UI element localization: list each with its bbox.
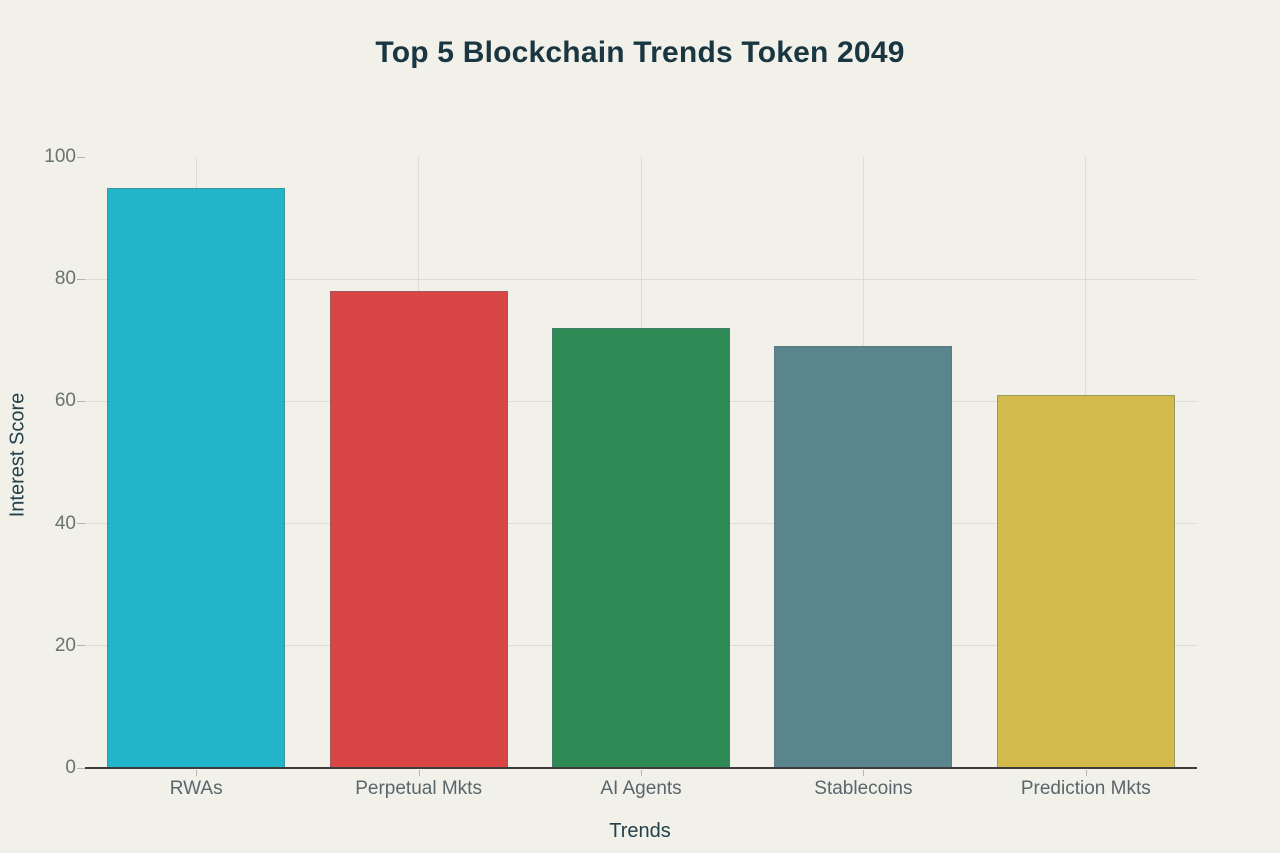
y-axis-tick-mark xyxy=(77,400,85,402)
x-axis-tick-mark xyxy=(418,770,420,776)
x-axis-tick-mark xyxy=(641,770,642,776)
bar-stablecoins xyxy=(774,346,953,768)
x-axis-tick-mark xyxy=(1085,770,1087,776)
x-axis-tick-mark xyxy=(196,770,198,776)
y-axis-tick-mark xyxy=(77,645,85,647)
x-tick-label-rwas: RWAs xyxy=(169,778,223,799)
y-tick-label-40: 40 xyxy=(54,512,76,534)
x-tick-label-prediction-mkts: Prediction Mkts xyxy=(1020,778,1151,799)
y-tick-label-0: 0 xyxy=(65,757,76,778)
y-axis-tick-mark xyxy=(77,278,85,280)
y-axis-tick-mark xyxy=(77,523,85,525)
x-tick-label-stablecoins: Stablecoins xyxy=(814,778,913,799)
y-tick-label-100: 100 xyxy=(44,146,76,167)
bar-perpetual-mkts xyxy=(329,291,508,768)
chart-title: Top 5 Blockchain Trends Token 2049 xyxy=(375,36,905,69)
bar-ai-agents xyxy=(552,328,730,768)
x-tick-label-ai-agents: AI Agents xyxy=(600,778,682,799)
y-axis-tick-mark xyxy=(77,156,85,158)
plot-area: RWAs Perpetual Mkts AI Agents Stablecoins Pr… xyxy=(85,157,1197,799)
y-tick-label-80: 80 xyxy=(54,268,76,290)
bar-rwas xyxy=(107,187,286,768)
y-axis-tick-mark xyxy=(77,767,85,769)
y-tick-label-60: 60 xyxy=(54,390,76,412)
x-axis-tick-mark xyxy=(863,770,865,776)
x-axis-line xyxy=(85,767,1197,769)
x-tick-label-perpetual-mkts: Perpetual Mkts xyxy=(355,778,482,799)
bar-prediction-mkts xyxy=(996,395,1175,768)
x-axis-title: Trends xyxy=(609,820,671,842)
y-tick-label-20: 20 xyxy=(54,634,76,656)
